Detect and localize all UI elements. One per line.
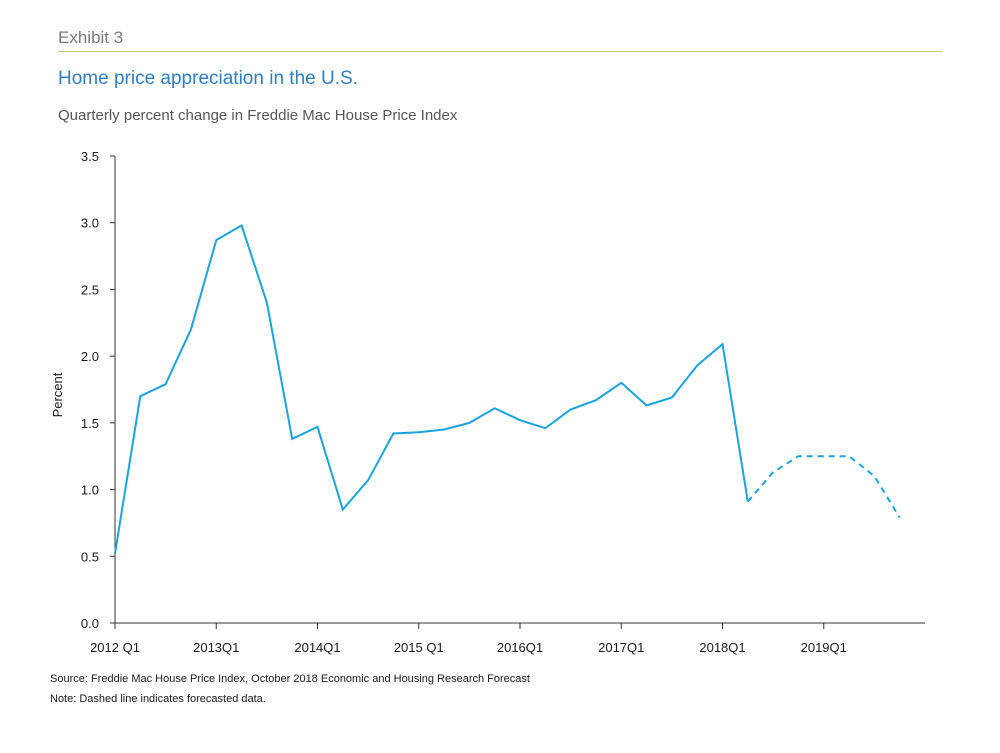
source-note: Source: Freddie Mac House Price Index, O… <box>50 673 530 685</box>
y-tick-label: 3.0 <box>81 216 99 231</box>
x-axis-ticks: 2012 Q1 2013Q1 2014Q1 2015 Q1 2016Q1 2017Q1 20… <box>90 623 847 655</box>
x-tick-label: 2013Q1 <box>193 640 239 655</box>
header-rule <box>58 51 943 52</box>
chart-title: Home price appreciation in the U.S. <box>58 68 358 89</box>
y-tick-label: 1.5 <box>81 416 99 431</box>
chart-subtitle: Quarterly percent change in Freddie Mac … <box>58 107 458 124</box>
y-axis-ticks: 0.0 0.5 1.0 1.5 2.0 2.5 3.0 3.5 <box>81 149 115 631</box>
x-tick-label: 2016Q1 <box>497 640 543 655</box>
x-tick-label: 2018Q1 <box>699 640 745 655</box>
actual-series-line <box>114 223 749 554</box>
y-tick-label: 3.5 <box>81 149 99 164</box>
chart-series <box>114 223 901 554</box>
forecast-series-line <box>747 455 901 519</box>
chart-axes <box>114 156 925 624</box>
x-tick-label: 2019Q1 <box>801 640 847 655</box>
x-tick-label: 2015 Q1 <box>394 640 444 655</box>
y-tick-label: 0.0 <box>81 616 99 631</box>
y-tick-label: 2.0 <box>81 349 99 364</box>
y-tick-label: 2.5 <box>81 282 99 297</box>
y-axis-label: Percent <box>50 372 65 417</box>
exhibit-label: Exhibit 3 <box>58 28 124 47</box>
x-tick-label: 2014Q1 <box>294 640 340 655</box>
x-tick-label: 2012 Q1 <box>90 640 140 655</box>
x-tick-label: 2017Q1 <box>598 640 644 655</box>
forecast-note: Note: Dashed line indicates forecasted d… <box>50 693 266 705</box>
y-tick-label: 0.5 <box>81 549 99 564</box>
y-tick-label: 1.0 <box>81 483 99 498</box>
